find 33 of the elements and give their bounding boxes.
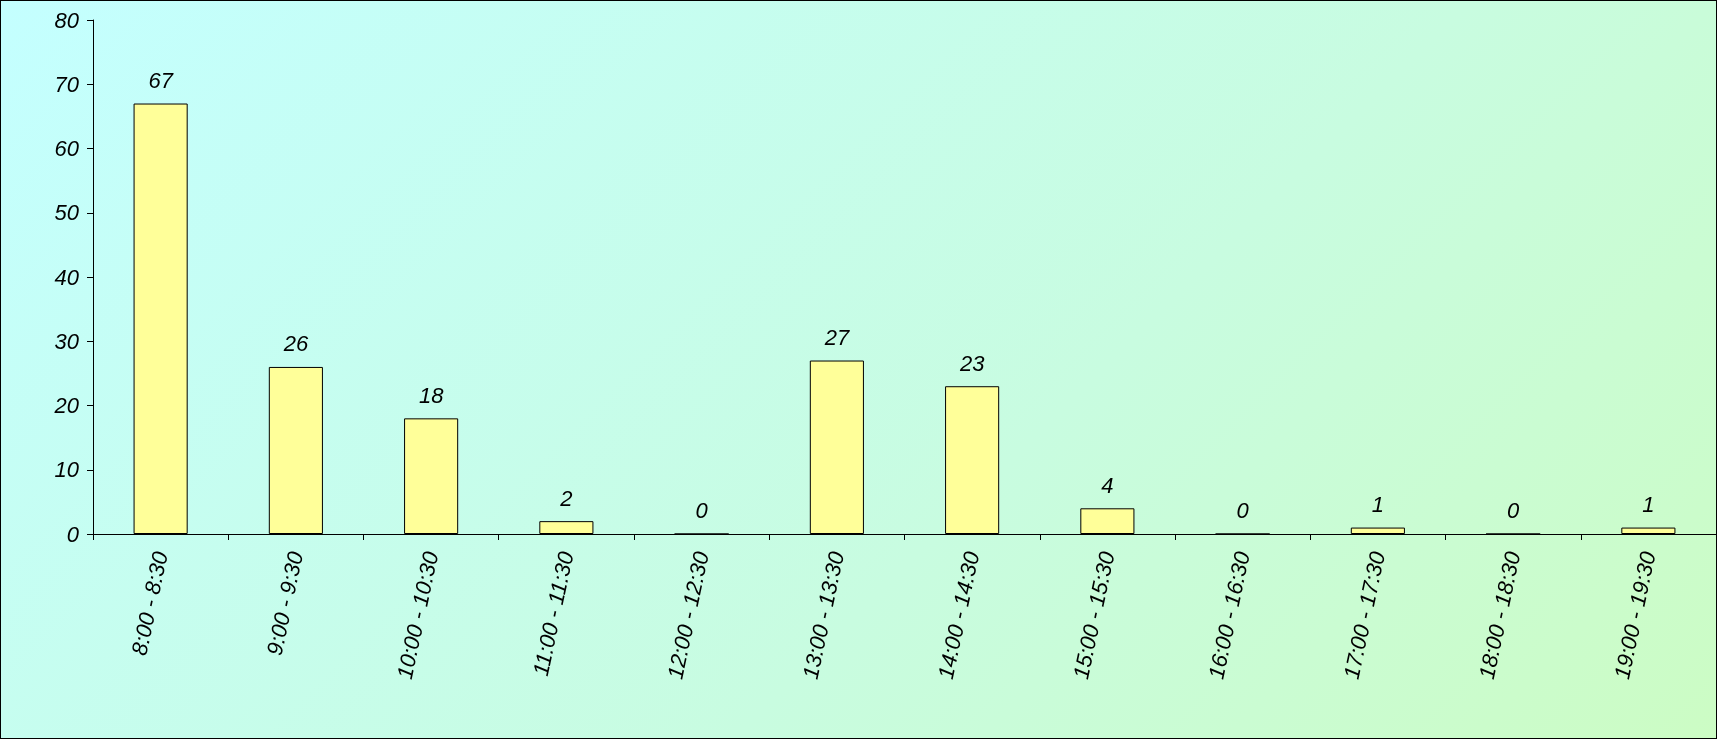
data-label: 1 — [1642, 492, 1655, 518]
y-tick-label: 80 — [54, 7, 80, 33]
x-tick-label: 18:00 - 18:30 — [1473, 548, 1526, 682]
x-tick-label: 15:00 - 15:30 — [1068, 548, 1120, 682]
data-label: 67 — [148, 68, 174, 94]
data-label: 23 — [958, 350, 986, 376]
x-tick-label: 16:00 - 16:30 — [1203, 548, 1256, 682]
y-tick-label: 0 — [66, 521, 80, 547]
x-tick-label: 12:00 - 12:30 — [662, 548, 715, 682]
data-label: 4 — [1101, 472, 1114, 498]
x-tick-label: 8:00 - 8:30 — [126, 548, 174, 658]
data-label: 26 — [282, 331, 309, 357]
x-tick-label: 14:00 - 14:30 — [932, 548, 985, 682]
y-tick-label: 40 — [54, 264, 80, 290]
data-label: 0 — [695, 498, 709, 523]
data-label: 2 — [559, 485, 573, 511]
x-tick-label: 11:00 - 11:30 — [527, 548, 579, 679]
y-tick-label: 60 — [54, 136, 80, 161]
y-tick-label: 50 — [54, 200, 80, 226]
data-label: 1 — [1371, 492, 1384, 518]
data-label: 0 — [1507, 498, 1520, 523]
y-tick-label: 10 — [54, 457, 80, 483]
y-tick-label: 30 — [54, 328, 80, 354]
data-label: 27 — [823, 325, 850, 351]
x-tick-label: 17:00 - 17:30 — [1338, 548, 1391, 682]
x-tick-label: 13:00 - 13:30 — [797, 548, 850, 682]
data-label: 0 — [1236, 498, 1250, 523]
y-tick-label: 20 — [53, 393, 80, 418]
x-tick-label: 9:00 - 9:30 — [261, 548, 309, 658]
y-tick-label: 70 — [54, 71, 80, 97]
x-tick-label: 10:00 - 10:30 — [391, 548, 444, 682]
data-label: 18 — [418, 382, 445, 408]
x-tick-label: 19:00 - 19:30 — [1609, 548, 1661, 682]
